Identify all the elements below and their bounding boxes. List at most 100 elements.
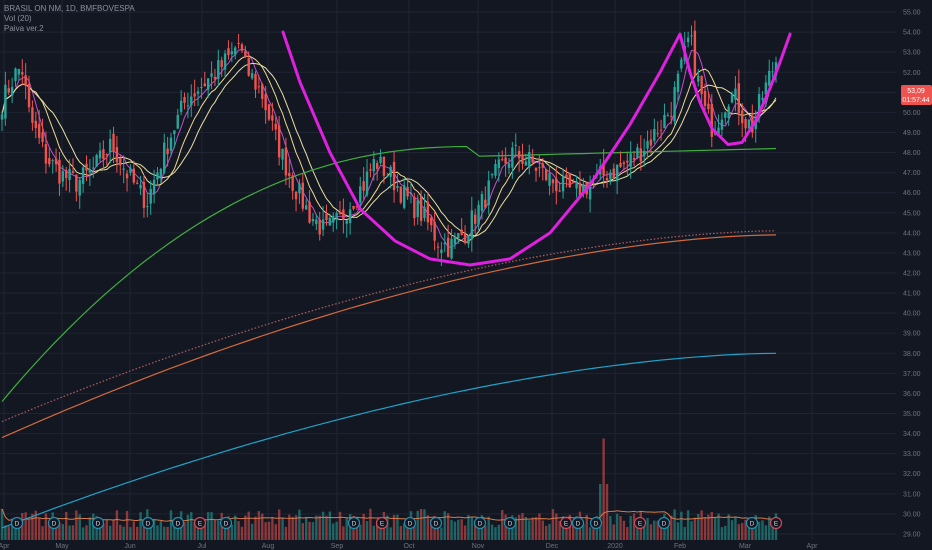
candle-body — [240, 44, 244, 51]
volume-bar — [176, 524, 179, 540]
ma-blue-line — [1, 352, 777, 529]
candle-body — [210, 73, 213, 77]
candle-body — [264, 94, 267, 111]
volume-bar — [247, 511, 250, 540]
legend-volume[interactable]: Vol (20) — [4, 14, 32, 23]
candle-body — [213, 76, 217, 80]
candle-body — [764, 82, 768, 95]
legend-symbol[interactable]: BRASIL ON NM, 1D, BMFBOVESPA — [4, 4, 135, 13]
volume-bar — [163, 526, 166, 540]
candle-body — [406, 186, 409, 197]
volume-bar — [102, 523, 105, 540]
volume-bar — [612, 524, 615, 540]
candle-body — [21, 72, 24, 75]
volume-bar — [315, 515, 318, 540]
event-marker-label: D — [576, 521, 581, 528]
candle-body — [659, 129, 663, 131]
volume-bar — [703, 517, 707, 540]
candle-body — [142, 181, 146, 208]
dividend-marker — [171, 516, 185, 530]
volume-bar — [206, 512, 210, 540]
volume-bar — [528, 520, 531, 540]
volume-bar — [17, 525, 21, 540]
event-marker-label: D — [146, 521, 151, 528]
volume-bar — [727, 514, 730, 540]
candle-body — [494, 163, 497, 176]
candle-body — [473, 214, 477, 224]
event-marker-label: E — [774, 521, 779, 528]
dividend-marker — [473, 516, 487, 530]
candle-body — [538, 167, 541, 169]
volume-ma-line — [1, 508, 776, 522]
candle-body — [548, 173, 551, 186]
candle-body — [65, 170, 68, 179]
time-tick-label: Apr — [0, 543, 10, 550]
candle-body — [565, 174, 568, 178]
volume-bar — [196, 524, 200, 540]
candle-body — [254, 73, 257, 90]
dividend-marker — [91, 516, 105, 530]
candle-body — [7, 88, 10, 93]
candle-body — [386, 175, 389, 177]
volume-bar — [31, 513, 34, 540]
time-tick-label: May — [55, 543, 69, 550]
dividend-marker — [10, 516, 24, 530]
volume-bar — [443, 511, 446, 540]
volume-bar — [41, 526, 44, 540]
event-marker-label: D — [224, 521, 229, 528]
volume-bar — [210, 512, 213, 540]
candle-body — [365, 171, 369, 195]
candle-body — [31, 107, 34, 123]
candle-body — [480, 194, 484, 211]
volume-bar — [325, 515, 328, 540]
candle-body — [707, 103, 710, 110]
candle-body — [335, 213, 338, 219]
volume-bar — [21, 513, 24, 540]
candle-body — [250, 73, 254, 79]
candle-body — [416, 200, 419, 217]
volume-bar — [277, 509, 281, 540]
candle-body — [92, 167, 95, 169]
volume-bar — [524, 516, 528, 540]
event-marker-label: D — [96, 521, 101, 528]
volume-bar — [720, 527, 724, 540]
volume-bar — [419, 509, 423, 540]
dividend-marker — [403, 516, 417, 530]
candle-body — [511, 147, 514, 168]
volume-bar — [761, 520, 764, 540]
event-marker-label: D — [662, 521, 667, 528]
volume-bar — [271, 517, 274, 540]
volume-bar — [734, 517, 737, 540]
legend-indicator[interactable]: Paiva ver.2 — [4, 24, 44, 33]
candle-body — [308, 201, 311, 223]
candle-body — [423, 206, 426, 219]
time-tick-label: Nov — [472, 543, 485, 550]
candle-body — [301, 182, 305, 209]
last-price-tag: 53,09 01:57:44 — [901, 85, 932, 105]
candle-body — [690, 35, 693, 37]
volume-bar — [470, 516, 474, 540]
candle-body — [663, 114, 666, 129]
price-axis[interactable]: 29.00 30.00 31.00 32.00 33.00 34.00 35.00 36.00… — [903, 10, 921, 539]
candle-body — [440, 249, 443, 254]
event-marker-label: E — [198, 521, 203, 528]
event-marker-label: D — [176, 521, 181, 528]
price-tick-label: 38.00 — [903, 351, 921, 358]
event-marker-label: D — [352, 521, 357, 528]
volume-bar — [446, 513, 450, 540]
volume-bar — [467, 514, 470, 540]
dividend-marker — [657, 516, 671, 530]
volume-bar — [125, 511, 129, 540]
candle-body — [203, 83, 206, 87]
volume-bar — [690, 521, 693, 540]
volume-bar — [230, 524, 234, 540]
volume-bar — [632, 513, 636, 540]
time-axis[interactable]: Apr May Jun Jul Aug Sep Oct Nov Dec 2020 Feb Mar Apr — [0, 543, 818, 550]
volume-bar — [274, 524, 277, 540]
candle-body — [730, 94, 734, 103]
candle-body — [389, 166, 392, 177]
earnings-marker — [769, 516, 783, 530]
candle-body — [102, 149, 105, 160]
